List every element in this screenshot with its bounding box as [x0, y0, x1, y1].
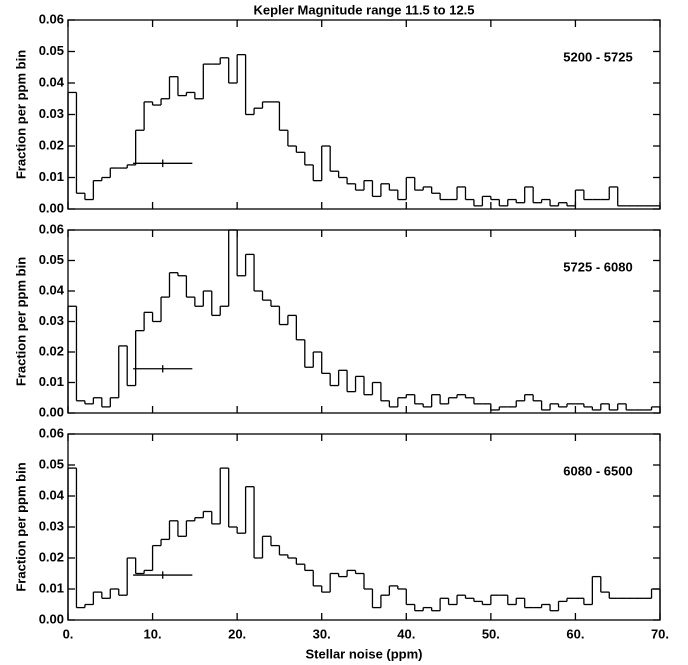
- x-tick-label: 10.: [144, 626, 162, 641]
- panel-annotation: 5725 - 6080: [563, 259, 632, 274]
- y-tick-label: 0.03: [39, 313, 64, 328]
- y-tick-label: 0.05: [39, 43, 64, 58]
- x-tick-label: 0.: [63, 626, 74, 641]
- y-tick-label: 0.01: [39, 374, 64, 389]
- y-tick-label: 0.02: [39, 137, 64, 152]
- y-tick-label: 0.04: [39, 487, 65, 502]
- y-tick-label: 0.03: [39, 106, 64, 121]
- y-tick-label: 0.06: [39, 11, 64, 26]
- plot-frame: [67, 433, 661, 621]
- y-tick-label: 0.05: [39, 252, 64, 267]
- y-tick-label: 0.00: [39, 200, 64, 215]
- panel-annotation: 5200 - 5725: [563, 49, 632, 64]
- x-tick-label: 60.: [566, 626, 584, 641]
- y-tick-label: 0.04: [39, 74, 65, 89]
- x-tick-label: 70.: [651, 626, 669, 641]
- y-tick-label: 0.00: [39, 404, 64, 419]
- y-tick-label: 0.02: [39, 343, 64, 358]
- chart-title: Kepler Magnitude range 11.5 to 12.5: [253, 2, 474, 17]
- y-tick-label: 0.06: [39, 425, 64, 440]
- x-tick-label: 50.: [482, 626, 500, 641]
- y-tick-label: 0.01: [39, 169, 64, 184]
- panel-annotation: 6080 - 6500: [563, 463, 632, 478]
- y-tick-label: 0.04: [39, 282, 65, 297]
- x-axis-label: Stellar noise (ppm): [305, 646, 422, 661]
- x-tick-label: 40.: [397, 626, 415, 641]
- x-tick-label: 30.: [313, 626, 331, 641]
- y-axis-label: Fraction per ppm bin: [13, 462, 28, 591]
- y-tick-label: 0.06: [39, 221, 64, 236]
- y-tick-label: 0.01: [39, 580, 64, 595]
- y-tick-label: 0.00: [39, 611, 64, 626]
- x-tick-label: 20.: [228, 626, 246, 641]
- y-tick-label: 0.02: [39, 549, 64, 564]
- y-axis-label: Fraction per ppm bin: [13, 257, 28, 386]
- y-axis-label: Fraction per ppm bin: [13, 50, 28, 179]
- y-tick-label: 0.03: [39, 518, 64, 533]
- y-tick-label: 0.05: [39, 456, 64, 471]
